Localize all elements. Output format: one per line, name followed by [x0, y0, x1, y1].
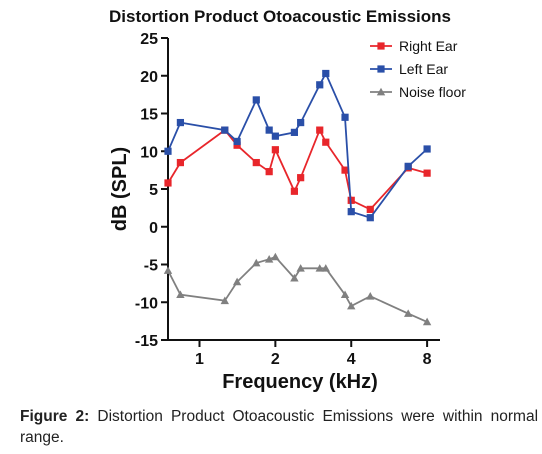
- data-point-right-ear: [233, 141, 241, 149]
- data-point-noise-floor: [176, 290, 185, 299]
- y-ticks: -15 -10 -5 0 5 10 15 20 25: [135, 31, 168, 350]
- data-point-noise-floor: [340, 290, 350, 299]
- data-point-left-ear: [265, 126, 273, 134]
- chart-title: Distortion Product Otoacoustic Emissions: [109, 7, 451, 26]
- legend-label-noise-floor: Noise floor: [399, 84, 466, 100]
- data-point-left-ear: [233, 137, 241, 146]
- dpoae-chart: Distortion Product Otoacoustic Emissions…: [109, 7, 466, 393]
- data-point-left-ear: [176, 118, 185, 127]
- data-point-right-ear: [164, 179, 172, 187]
- data-point-left-ear: [221, 126, 229, 134]
- data-point-left-ear: [316, 81, 324, 89]
- data-point-left-ear: [341, 113, 349, 121]
- data-point-right-ear: [341, 166, 349, 174]
- x-tick-label: 8: [423, 351, 432, 368]
- y-tick-label: -5: [144, 258, 158, 275]
- legend-label-right-ear: Right Ear: [399, 38, 458, 54]
- legend-marker-noise-floor: [376, 87, 386, 96]
- data-point-noise-floor: [403, 309, 413, 317]
- data-point-right-ear: [290, 187, 299, 195]
- series-right-ear: [164, 126, 431, 213]
- y-tick-label: 25: [140, 31, 158, 48]
- y-tick-label: 20: [140, 69, 158, 86]
- data-point-right-ear: [176, 158, 185, 167]
- data-point-left-ear: [290, 128, 299, 136]
- data-point-left-ear: [164, 147, 172, 155]
- data-point-noise-floor: [315, 264, 324, 272]
- data-point-noise-floor: [252, 258, 261, 267]
- data-point-left-ear: [271, 132, 279, 140]
- y-axis-label: dB (SPL): [109, 147, 131, 231]
- x-tick-label: 2: [271, 351, 280, 368]
- data-point-right-ear: [265, 168, 273, 176]
- y-tick-label: 15: [140, 107, 158, 124]
- data-point-left-ear: [297, 118, 305, 127]
- data-point-right-ear: [322, 138, 330, 146]
- data-point-noise-floor: [220, 296, 229, 305]
- data-point-noise-floor: [422, 317, 432, 326]
- data-point-right-ear: [423, 169, 431, 177]
- series-left-ear: [164, 69, 431, 222]
- data-point-noise-floor: [366, 292, 375, 300]
- legend-label-left-ear: Left Ear: [399, 61, 448, 77]
- x-tick-label: 1: [195, 351, 204, 368]
- series-line-right-ear: [167, 127, 428, 211]
- x-tick-label: 4: [347, 351, 356, 368]
- caption-text: Distortion Product Otoacoustic Emissions…: [20, 408, 539, 446]
- data-point-noise-floor: [290, 273, 299, 282]
- data-point-noise-floor: [232, 277, 242, 286]
- data-point-left-ear: [347, 208, 355, 216]
- data-point-noise-floor: [296, 264, 305, 272]
- data-point-left-ear: [322, 69, 330, 78]
- caption-label: Figure 2:: [20, 408, 90, 425]
- data-point-right-ear: [366, 205, 374, 213]
- series-noise-floor: [163, 252, 432, 326]
- data-point-right-ear: [252, 158, 260, 167]
- y-tick-label: 0: [149, 220, 158, 237]
- data-point-right-ear: [316, 126, 324, 134]
- legend-marker-right-ear: [377, 42, 385, 50]
- data-point-left-ear: [423, 145, 431, 153]
- data-point-noise-floor: [264, 255, 274, 263]
- series-layer: [163, 69, 432, 326]
- y-tick-label: 10: [140, 144, 158, 161]
- series-line-left-ear: [167, 71, 428, 219]
- x-ticks: 1 2 4 8: [195, 340, 432, 368]
- legend: Right Ear Left Ear Noise floor: [370, 38, 466, 100]
- figure-caption: Figure 2: Distortion Product Otoacoustic…: [20, 406, 538, 448]
- series-line-noise-floor: [167, 255, 428, 323]
- data-point-right-ear: [271, 146, 279, 154]
- data-point-right-ear: [297, 174, 305, 182]
- data-point-left-ear: [366, 214, 374, 222]
- data-point-left-ear: [404, 162, 412, 170]
- data-point-noise-floor: [163, 266, 173, 274]
- data-point-noise-floor: [347, 301, 356, 310]
- legend-marker-left-ear: [377, 65, 385, 73]
- y-tick-label: 5: [149, 182, 158, 199]
- data-point-left-ear: [252, 96, 260, 104]
- data-point-noise-floor: [321, 264, 330, 272]
- y-tick-label: -15: [135, 333, 158, 350]
- data-point-noise-floor: [271, 252, 280, 261]
- y-tick-label: -10: [135, 295, 158, 312]
- x-axis-label: Frequency (kHz): [222, 371, 378, 393]
